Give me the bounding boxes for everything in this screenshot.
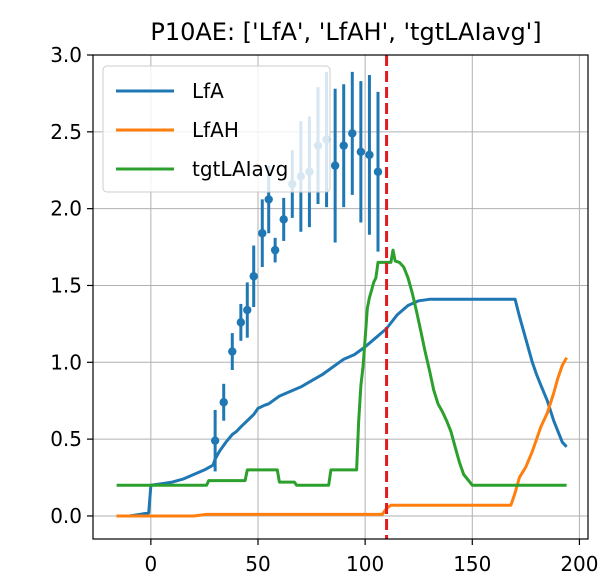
series-line-lfa [116, 297, 568, 518]
observed-point [348, 129, 357, 138]
observed-point [258, 229, 267, 238]
y-tick-label: 0.0 [50, 504, 82, 528]
observed-point [330, 161, 340, 170]
y-tick-label: 2.5 [50, 120, 82, 144]
legend-box [102, 65, 331, 193]
observed-point [219, 398, 228, 407]
chart-title: P10AE: ['LfA', 'LfAH', 'tgtLAIavg'] [150, 18, 541, 46]
series-line-tgtlaiavg [116, 248, 567, 487]
x-tick-label: 150 [453, 552, 491, 576]
y-tick-label: 0.5 [50, 427, 82, 451]
x-tick-label: 0 [144, 552, 157, 576]
observed-point [236, 318, 246, 327]
legend-label: LfA [192, 79, 224, 103]
observed-point [264, 195, 273, 204]
observed-point [373, 167, 383, 176]
plot-frame [92, 54, 589, 540]
observed-point [210, 436, 220, 445]
x-tick-label: 200 [560, 552, 598, 576]
x-tick-label: 100 [346, 552, 384, 576]
legend-label: tgtLAIavg [192, 157, 288, 181]
legend: LfA LfAH tgtLAIavg [102, 65, 331, 193]
observed-point [249, 272, 258, 281]
series-line-lfah [116, 356, 568, 518]
y-tick-label: 1.5 [50, 273, 82, 297]
observed-point [228, 347, 237, 356]
y-tick-label: 3.0 [50, 43, 82, 67]
observed-point [365, 150, 374, 160]
observed-point [243, 305, 252, 315]
y-tick-label: 2.0 [50, 197, 82, 221]
observed-point [356, 147, 366, 156]
x-tick-label: 50 [245, 552, 270, 576]
observed-point [270, 245, 280, 255]
y-tick-label: 1.0 [50, 350, 82, 374]
observed-point [339, 141, 348, 150]
ticks: 0 50 100 150 200 0.0 0.5 1.0 1.5 2.0 2.5 3.0 [50, 43, 598, 576]
legend-label: LfAH [192, 118, 239, 142]
observed-point [279, 215, 288, 224]
